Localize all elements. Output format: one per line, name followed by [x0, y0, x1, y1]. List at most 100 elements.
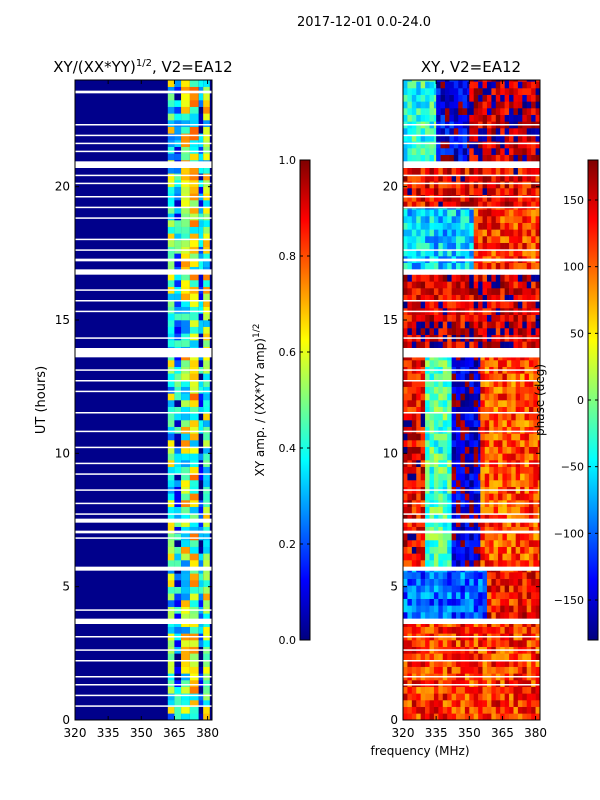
phase-heatmap-cell [429, 373, 435, 381]
phase-heatmap-cell [528, 466, 534, 474]
phase-heatmap-cell [449, 128, 455, 135]
phase-heatmap-cell [429, 560, 435, 567]
phase-heatmap-cell [411, 360, 417, 367]
phase-heatmap-cell [535, 216, 541, 223]
phase-heatmap-cell [495, 201, 501, 209]
amp-heatmap-cell [198, 426, 204, 434]
phase-heatmap-cell [451, 513, 457, 521]
phase-heatmap-cell [478, 341, 483, 349]
phase-heatmap-cell [500, 341, 505, 349]
phase-heatmap-cell [411, 373, 417, 381]
phase-heatmap-cell [411, 209, 417, 217]
phase-heatmap-cell [442, 321, 448, 329]
phase-heatmap-cell [513, 101, 519, 109]
phase-heatmap-cell [447, 174, 452, 182]
phase-heatmap-cell [513, 314, 519, 322]
phase-heatmap-cell [407, 453, 413, 461]
phase-heatmap-cell [425, 321, 430, 329]
phase-heatmap-cell [438, 466, 444, 474]
amp-heatmap-cell [203, 553, 210, 561]
phase-heatmap-cell [531, 174, 536, 182]
phase-heatmap-cell [506, 453, 512, 461]
phase-heatmap-cell [528, 386, 534, 394]
phase-heatmap-cell [478, 294, 483, 302]
amp-heatmap-cell [174, 326, 182, 334]
phase-heatmap-cell [460, 229, 466, 237]
phase-heatmap-cell [411, 693, 417, 701]
amp-heatmap-cell [167, 226, 175, 234]
amp-heatmap-cell [181, 433, 190, 441]
phase-heatmap-cell [407, 624, 413, 627]
phase-heatmap-cell [456, 249, 461, 257]
phase-heatmap-cell [442, 188, 448, 195]
phase-heatmap-cell [509, 653, 514, 661]
phase-heatmap-cell [416, 94, 421, 102]
phase-heatmap-cell [442, 373, 448, 381]
phase-heatmap-cell [478, 570, 483, 573]
phase-heatmap-cell [469, 94, 475, 102]
phase-heatmap-cell [442, 686, 448, 694]
phase-heatmap-cell [429, 592, 435, 599]
phase-heatmap-cell [416, 453, 421, 461]
amp-data-gap [75, 684, 212, 686]
amp-heatmap-cell [167, 173, 175, 181]
phase-heatmap-cell [456, 585, 461, 593]
phase-data-gap [403, 161, 540, 168]
phase-heatmap-cell [420, 506, 426, 514]
amp-plot-frame [74, 79, 213, 721]
phase-heatmap-cell [486, 101, 492, 109]
phase-heatmap-cell [495, 713, 501, 721]
phase-heatmap-cell [478, 466, 481, 474]
amp-heatmap-cell [189, 100, 199, 107]
phase-heatmap-cell [429, 506, 435, 514]
phase-heatmap-cell [520, 357, 525, 361]
phase-heatmap-cell [451, 626, 457, 634]
phase-heatmap-cell [509, 249, 514, 257]
phase-heatmap-cell [522, 201, 528, 209]
phase-x-tick-label: 380 [524, 726, 547, 740]
phase-heatmap-cell [451, 294, 457, 302]
phase-heatmap-cell [456, 578, 461, 586]
phase-heatmap-cell [515, 406, 521, 414]
phase-heatmap-cell [416, 357, 421, 361]
phase-heatmap-cell [509, 572, 514, 579]
phase-heatmap-cell [433, 605, 439, 613]
phase-heatmap-cell [500, 626, 505, 634]
phase-heatmap-cell [513, 598, 519, 606]
phase-heatmap-cell [504, 80, 510, 82]
phase-heatmap-cell [482, 168, 488, 175]
phase-heatmap-cell [515, 386, 521, 394]
phase-heatmap-cell [478, 506, 481, 514]
phase-heatmap-cell [420, 94, 426, 102]
phase-heatmap-cell [524, 380, 530, 387]
phase-heatmap-cell [416, 572, 421, 579]
phase-heatmap-cell [407, 229, 413, 237]
phase-heatmap-cell [469, 612, 475, 619]
phase-heatmap-cell [447, 357, 452, 361]
phase-heatmap-cell [491, 262, 497, 270]
phase-heatmap-cell [526, 168, 532, 175]
phase-heatmap-cell [500, 281, 505, 289]
phase-heatmap-cell [464, 533, 470, 541]
phase-heatmap-cell [482, 201, 488, 209]
amp-heatmap-cell [181, 113, 190, 121]
phase-heatmap-cell [429, 553, 435, 561]
phase-heatmap-cell [482, 154, 488, 162]
phase-heatmap-cell [464, 480, 470, 487]
phase-heatmap-cell [535, 328, 541, 335]
phase-heatmap-cell [500, 114, 505, 122]
phase-heatmap-cell [438, 686, 444, 694]
phase-heatmap-cell [456, 188, 461, 195]
phase-heatmap-cell [438, 341, 444, 349]
amp-heatmap-cell [198, 380, 204, 387]
amp-heatmap-cell [167, 100, 175, 107]
amp-heatmap-cell [203, 166, 210, 174]
phase-heatmap-cell [502, 393, 508, 401]
phase-heatmap-cell [416, 80, 421, 82]
phase-heatmap-cell [509, 700, 514, 707]
phase-heatmap-cell [522, 680, 528, 687]
phase-heatmap-cell [473, 249, 479, 257]
amp-heatmap-cell [181, 540, 190, 547]
phase-heatmap-cell [407, 585, 413, 593]
